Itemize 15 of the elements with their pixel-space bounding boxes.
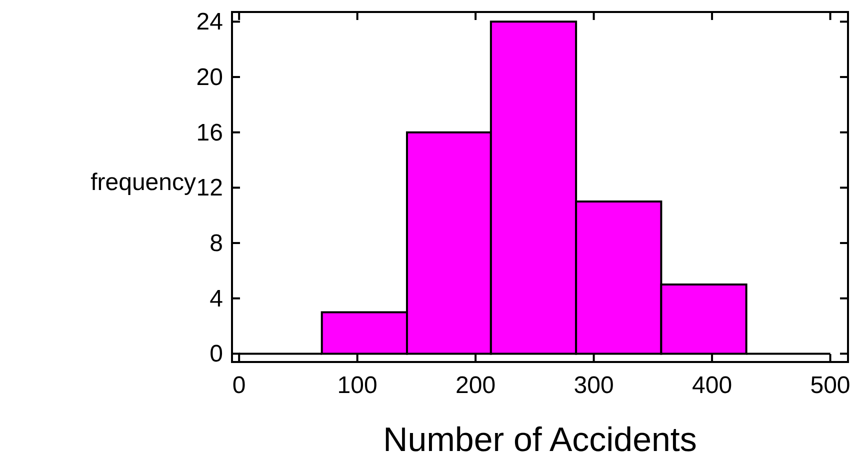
y-tick-label: 16 xyxy=(196,119,223,146)
y-tick-label: 0 xyxy=(210,340,223,368)
x-tick-label: 0 xyxy=(232,372,246,399)
x-tick-label: 500 xyxy=(810,372,850,399)
y-tick-label: 4 xyxy=(210,285,223,312)
x-tick-label: 400 xyxy=(692,372,732,399)
x-axis-title: Number of Accidents xyxy=(383,421,697,459)
y-axis-title: frequency xyxy=(90,169,196,196)
x-tick-label: 300 xyxy=(574,372,614,399)
y-tick-label: 20 xyxy=(196,64,223,92)
y-tick-label: 24 xyxy=(196,8,223,36)
x-tick-label: 100 xyxy=(337,372,378,399)
x-tick-label: 200 xyxy=(456,372,496,399)
y-tick-label: 12 xyxy=(196,174,223,202)
y-tick-label: 8 xyxy=(210,230,223,258)
